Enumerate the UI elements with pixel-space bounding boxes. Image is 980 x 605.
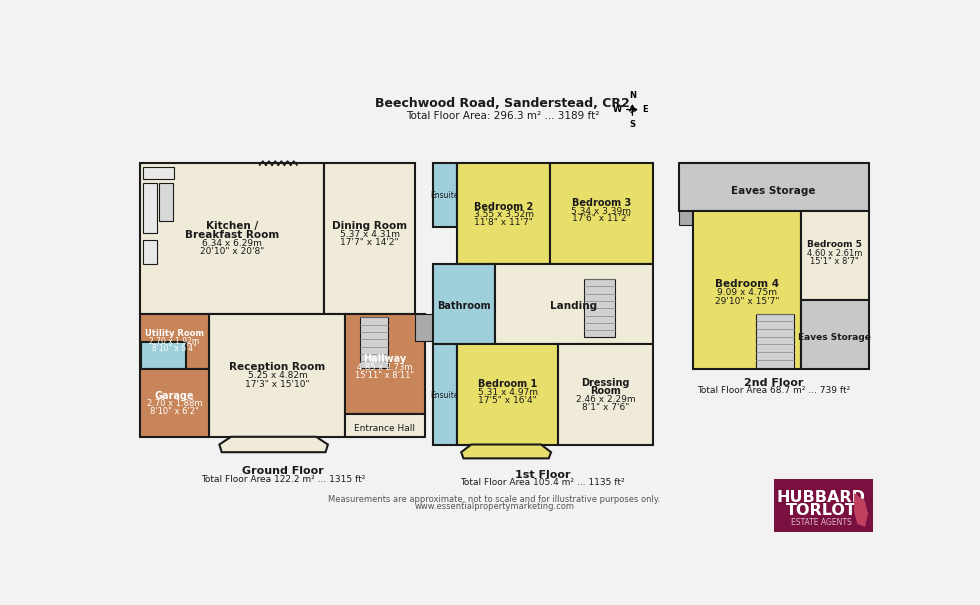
Text: Beechwood Road, Sanderstead, CR2: Beechwood Road, Sanderstead, CR2 [375,97,629,110]
Text: 17'7" x 14'2": 17'7" x 14'2" [340,238,399,247]
Text: Measurements are approximate, not to scale and for illustrative purposes only.: Measurements are approximate, not to sca… [328,494,661,503]
Bar [210,313,345,437]
Text: Hallway: Hallway [363,355,406,364]
Bar [345,414,424,437]
Text: Total Floor Area 122.2 m² ... 1315 ft²: Total Floor Area 122.2 m² ... 1315 ft² [201,474,366,483]
Text: 9.09 x 4.75m: 9.09 x 4.75m [717,288,777,297]
Text: HUBBARD
TORLOT: HUBBARD TORLOT [437,276,653,358]
Bar [361,318,387,367]
Text: 5.31 x 4.97m: 5.31 x 4.97m [477,388,538,396]
Bar [551,163,653,264]
Bar [432,163,458,227]
Text: Bedroom 5: Bedroom 5 [808,240,862,249]
Bar [458,163,551,264]
Text: 15'1" x 8'7": 15'1" x 8'7" [810,257,859,266]
Text: 6.34 x 6.29m: 6.34 x 6.29m [202,239,262,248]
Text: 2.70 x 1.92m: 2.70 x 1.92m [149,337,200,345]
Text: Room: Room [590,386,620,396]
Text: HUBBARD: HUBBARD [776,490,865,505]
Text: Eaves Storage: Eaves Storage [799,333,871,342]
Text: 17'5" x 16'4": 17'5" x 16'4" [478,396,537,405]
Text: Bedroom 2: Bedroom 2 [474,202,533,212]
Bar [757,313,794,367]
Text: 4.60 x 2.61m: 4.60 x 2.61m [808,249,862,258]
Text: 8'10" x 6'2": 8'10" x 6'2" [150,407,199,416]
Text: Ensuite: Ensuite [430,191,460,200]
Bar [458,344,558,445]
Text: W: W [613,105,622,114]
Bar [558,344,653,445]
Text: 20'10" x 20'8": 20'10" x 20'8" [200,247,264,256]
Bar [495,264,653,344]
Text: Eaves Storage: Eaves Storage [731,186,815,196]
Text: 4.85 x 2.73m: 4.85 x 2.73m [357,363,413,372]
Text: 11'8" x 11'7": 11'8" x 11'7" [474,218,533,227]
Text: Bedroom 1: Bedroom 1 [478,379,537,389]
Text: Total Floor Area 105.4 m² ... 1135 ft²: Total Floor Area 105.4 m² ... 1135 ft² [461,479,625,488]
Text: Bedroom 3: Bedroom 3 [571,198,631,208]
Text: Garage: Garage [155,391,194,401]
Text: Dining Room: Dining Room [332,221,408,231]
Text: TORLOT: TORLOT [786,503,857,518]
Text: Ensuite: Ensuite [430,391,460,400]
Polygon shape [220,437,328,452]
Text: 2.70 x 1.88m: 2.70 x 1.88m [147,399,202,408]
Bar [139,313,210,369]
Text: 15'11" x 8'11": 15'11" x 8'11" [355,371,414,379]
Text: 8'10" x 6'4": 8'10" x 6'4" [152,344,197,353]
Bar [679,163,869,211]
Text: E: E [643,105,648,114]
Text: 8'1" x 7'6": 8'1" x 7'6" [582,403,629,412]
Text: S: S [629,120,635,129]
Text: 3.55 x 3.52m: 3.55 x 3.52m [473,211,534,220]
Text: 2nd Floor: 2nd Floor [744,378,804,388]
Text: Landing: Landing [550,301,597,310]
Text: Bedroom 4: Bedroom 4 [715,279,779,289]
Bar [773,479,873,532]
Text: 1st Floor: 1st Floor [514,470,570,480]
Text: Entrance Hall: Entrance Hall [354,424,415,433]
Text: 29'10" x 15'7": 29'10" x 15'7" [714,296,779,306]
Bar [139,369,210,437]
Text: www.essentialpropertymarketing.com: www.essentialpropertymarketing.com [415,502,574,511]
Bar [802,299,869,369]
Text: Breakfast Room: Breakfast Room [184,230,279,240]
Text: Total Floor Area 68.7 m² ... 739 ft²: Total Floor Area 68.7 m² ... 739 ft² [697,386,850,395]
Bar [584,279,614,337]
Bar [345,313,424,414]
Bar [143,240,158,264]
Text: 17'6" x 11'2": 17'6" x 11'2" [572,214,631,223]
Bar [432,264,495,344]
Bar [324,163,416,313]
Bar [143,183,158,233]
Bar [802,211,869,299]
Bar [159,183,172,221]
Bar [143,168,174,179]
Bar [693,211,802,369]
Polygon shape [462,445,551,459]
Text: ESTATE AGENTS: ESTATE AGENTS [791,518,852,527]
Bar [416,313,432,341]
Bar [141,342,186,369]
Text: 2.46 x 2.29m: 2.46 x 2.29m [575,395,635,404]
Text: 5.37 x 4.31m: 5.37 x 4.31m [340,230,400,239]
Bar [679,211,693,225]
Text: Reception Room: Reception Room [229,362,325,372]
Text: 5.25 x 4.82m: 5.25 x 4.82m [248,371,308,381]
Text: 5.34 x 3.39m: 5.34 x 3.39m [571,206,631,215]
Text: N: N [629,91,636,100]
Text: Ground Floor: Ground Floor [242,466,323,476]
Text: Utility Room: Utility Room [145,329,204,338]
Text: Bathroom: Bathroom [437,301,490,310]
Text: 17'3" x 15'10": 17'3" x 15'10" [245,380,310,389]
Bar [432,344,458,445]
Polygon shape [855,493,868,527]
Bar [139,163,324,313]
Text: Total Floor Area: 296.3 m² ... 3189 ft²: Total Floor Area: 296.3 m² ... 3189 ft² [406,111,599,121]
Text: Dressing: Dressing [581,378,629,388]
Text: Kitchen /: Kitchen / [206,221,258,231]
